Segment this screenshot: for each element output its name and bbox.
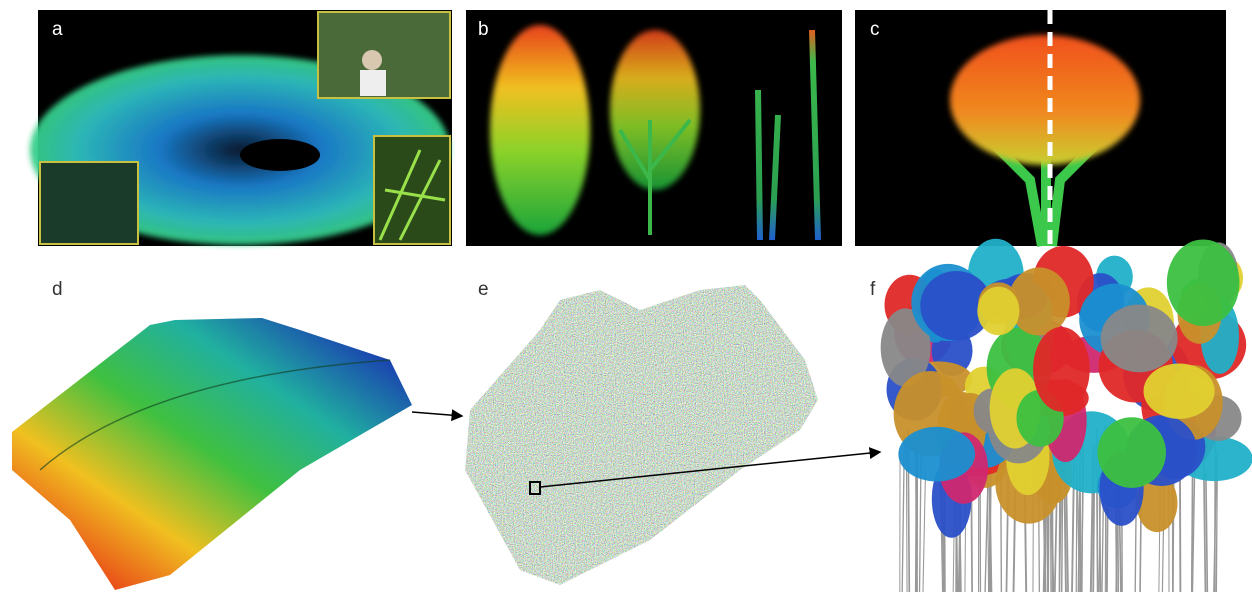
panel-c: c xyxy=(855,10,1226,246)
figure: a b c d e f xyxy=(0,0,1252,595)
panel-label: a xyxy=(52,19,63,40)
crown xyxy=(1101,305,1178,373)
trunk xyxy=(1080,479,1081,592)
crown xyxy=(898,427,975,482)
panel-f: f xyxy=(870,239,1252,592)
panel-label: e xyxy=(478,279,489,300)
crown xyxy=(1144,363,1215,418)
crown xyxy=(1167,239,1240,326)
arrow xyxy=(412,412,462,416)
panel-a: a xyxy=(30,10,452,246)
panel-label: c xyxy=(870,19,880,40)
panel-d: d xyxy=(12,279,412,590)
panel-b: b xyxy=(466,10,842,246)
crown xyxy=(1033,327,1090,412)
crown xyxy=(977,287,1019,336)
crown xyxy=(1098,417,1166,488)
panel-label: d xyxy=(52,279,63,300)
page: a b c d e f (() => { const data = JSON.p… xyxy=(0,0,1252,595)
trunk xyxy=(923,473,926,592)
panel-label: f xyxy=(870,279,876,300)
trunk xyxy=(1206,472,1207,592)
panel-e: e xyxy=(465,279,818,585)
panel-label: b xyxy=(478,19,489,40)
